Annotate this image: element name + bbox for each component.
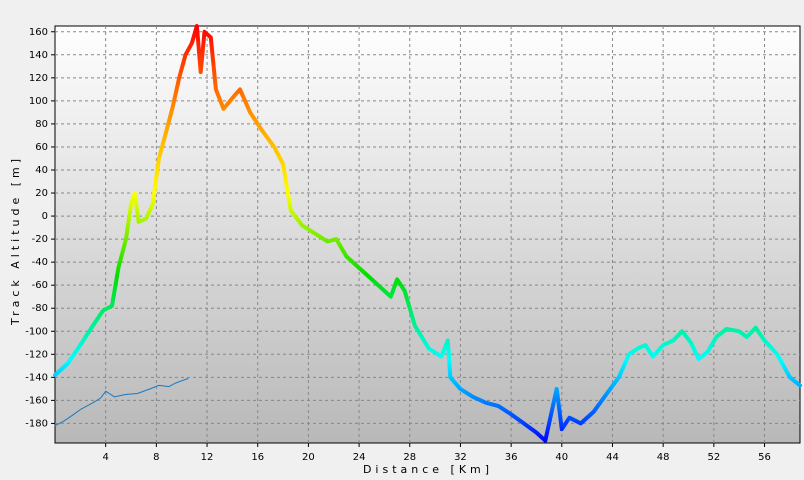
x-tick-label: 12 [201,452,214,463]
x-axis-title: Distance [Km] [363,463,493,476]
y-tick-label: 120 [29,73,48,84]
x-tick-label: 20 [302,452,315,463]
y-tick-label: -180 [25,418,48,429]
y-tick-label: 160 [29,27,48,38]
y-tick-label: -20 [32,234,48,245]
y-axis-title: Track Altitude [m] [9,155,22,326]
y-tick-label: 40 [35,165,48,176]
data-line [54,378,189,427]
y-tick-label: -140 [25,372,48,383]
y-tick-label: -120 [25,349,48,360]
y-tick-label: 100 [29,96,48,107]
x-tick-label: 48 [657,452,670,463]
x-tick-label: 4 [102,452,108,463]
y-tick-label: -80 [32,303,48,314]
y-tick-label: 60 [35,142,48,153]
x-tick-label: 36 [505,452,518,463]
y-tick-label: -40 [32,257,48,268]
y-tick-label: 20 [35,188,48,199]
x-tick-label: 52 [707,452,720,463]
y-tick-label: 140 [29,50,48,61]
y-tick-label: 0 [42,211,48,222]
x-tick-label: 28 [403,452,416,463]
y-tick-label: 80 [35,119,48,130]
x-tick-label: 16 [251,452,264,463]
plot-area [54,25,801,444]
data-line [53,24,802,443]
x-tick-label: 24 [353,452,366,463]
x-tick-label: 56 [758,452,771,463]
y-tick-label: -100 [25,326,48,337]
x-tick-label: 40 [555,452,568,463]
y-tick-label: -160 [25,395,48,406]
y-tick-label: -60 [32,280,48,291]
x-tick-label: 32 [454,452,467,463]
x-tick-label: 8 [153,452,159,463]
x-tick-label: 44 [606,452,619,463]
